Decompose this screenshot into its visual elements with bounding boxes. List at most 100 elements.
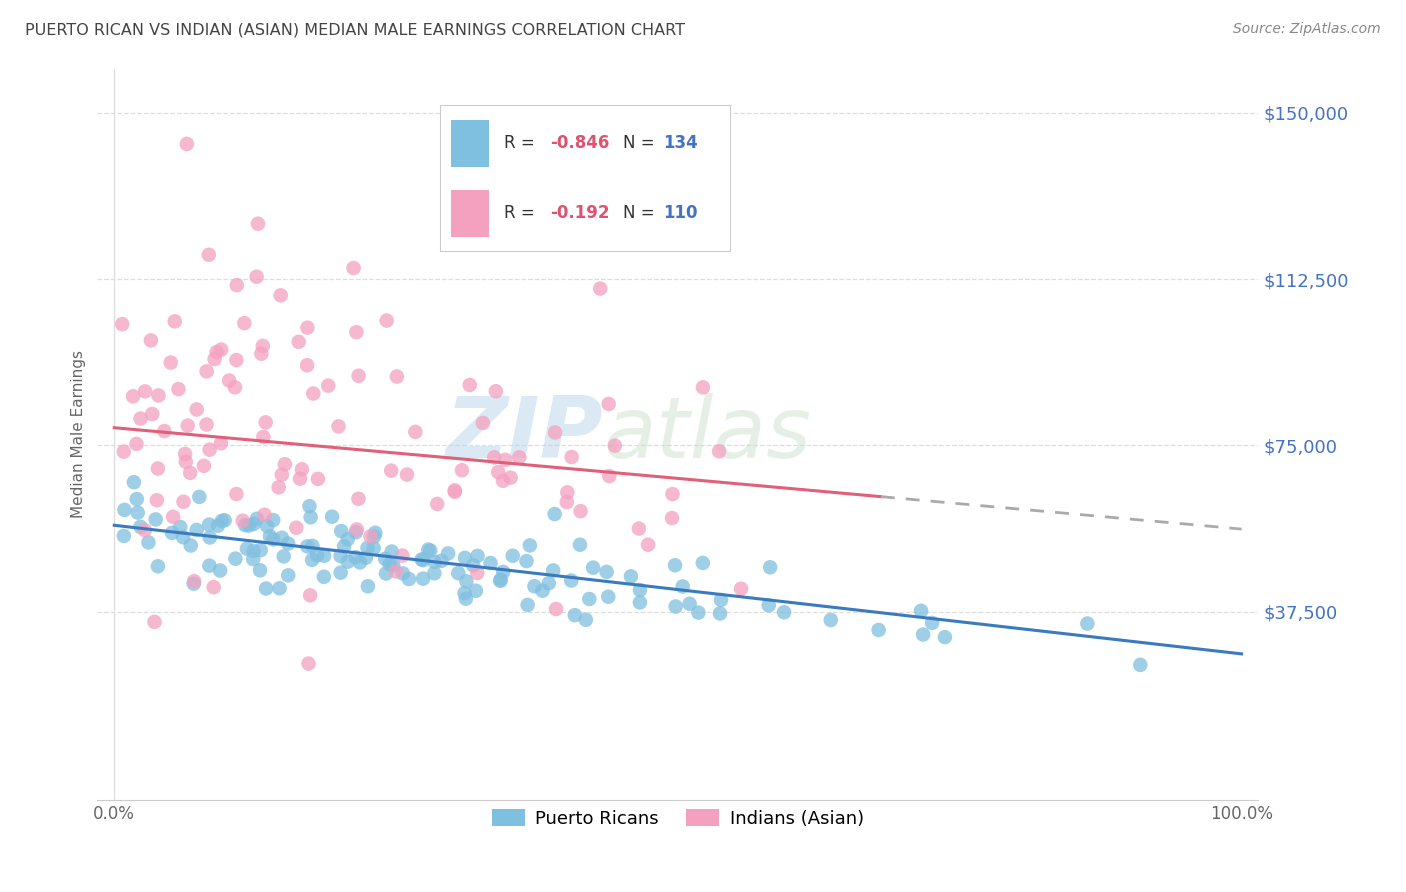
Point bbox=[321, 509, 343, 524]
Point bbox=[709, 607, 731, 621]
Point bbox=[934, 630, 956, 644]
Point bbox=[125, 437, 148, 451]
Point bbox=[277, 536, 299, 550]
Point bbox=[508, 450, 530, 465]
Point bbox=[122, 389, 145, 403]
Point bbox=[129, 520, 152, 534]
Y-axis label: Median Male Earnings: Median Male Earnings bbox=[72, 351, 86, 518]
Point bbox=[363, 529, 385, 543]
Point bbox=[176, 418, 198, 433]
Point bbox=[628, 595, 651, 609]
Point bbox=[620, 569, 643, 583]
Point bbox=[297, 540, 319, 554]
Point bbox=[575, 613, 598, 627]
Point bbox=[357, 579, 380, 593]
Point bbox=[253, 508, 276, 522]
Point bbox=[336, 555, 359, 569]
Point bbox=[139, 334, 162, 348]
Point bbox=[411, 552, 433, 566]
Point bbox=[1076, 616, 1098, 631]
Point bbox=[295, 358, 318, 372]
Point bbox=[464, 583, 486, 598]
Point bbox=[267, 480, 290, 494]
Point bbox=[233, 316, 256, 330]
Point bbox=[868, 623, 890, 637]
Point bbox=[375, 566, 398, 581]
Point bbox=[543, 507, 565, 521]
Point bbox=[398, 572, 420, 586]
Point bbox=[287, 334, 309, 349]
Point bbox=[356, 541, 378, 555]
Point bbox=[330, 524, 353, 538]
Point bbox=[207, 518, 229, 533]
Point bbox=[198, 558, 221, 573]
Point bbox=[598, 469, 620, 483]
Point bbox=[125, 492, 148, 507]
Point bbox=[167, 382, 190, 396]
Point bbox=[375, 313, 398, 327]
Point bbox=[336, 533, 359, 547]
Point bbox=[382, 558, 405, 573]
Point bbox=[582, 560, 605, 574]
Point bbox=[209, 564, 232, 578]
Point bbox=[328, 419, 350, 434]
Point bbox=[204, 352, 226, 367]
Point bbox=[344, 525, 367, 540]
Point bbox=[664, 558, 686, 573]
Point bbox=[384, 565, 406, 579]
Point bbox=[710, 593, 733, 607]
Point bbox=[297, 657, 319, 671]
Point bbox=[250, 347, 273, 361]
Point bbox=[134, 523, 156, 537]
Point bbox=[418, 542, 440, 557]
Point bbox=[146, 559, 169, 574]
Point bbox=[447, 566, 470, 581]
Point bbox=[232, 514, 254, 528]
Point bbox=[299, 510, 322, 524]
Point bbox=[672, 579, 695, 593]
Point bbox=[678, 597, 700, 611]
Point bbox=[773, 605, 796, 619]
Point bbox=[141, 407, 163, 421]
Point bbox=[486, 465, 509, 479]
Point bbox=[159, 355, 181, 369]
Point bbox=[544, 425, 567, 440]
Point bbox=[485, 384, 508, 399]
Point bbox=[174, 455, 197, 469]
Point bbox=[458, 378, 481, 392]
Point bbox=[238, 518, 260, 533]
Point bbox=[160, 525, 183, 540]
Point bbox=[249, 543, 271, 558]
Point bbox=[560, 574, 582, 588]
Point bbox=[329, 566, 352, 580]
Point bbox=[465, 566, 488, 580]
Point bbox=[209, 436, 232, 450]
Point bbox=[301, 539, 323, 553]
Point bbox=[299, 588, 322, 602]
Point bbox=[297, 320, 319, 334]
Point bbox=[209, 343, 232, 357]
Point bbox=[444, 484, 467, 499]
Point bbox=[537, 576, 560, 591]
Point bbox=[489, 574, 512, 588]
Point bbox=[437, 546, 460, 560]
Point bbox=[395, 467, 418, 482]
Point bbox=[603, 439, 626, 453]
Point bbox=[515, 554, 537, 568]
Point bbox=[568, 538, 591, 552]
Point bbox=[344, 550, 367, 565]
Point bbox=[692, 380, 714, 394]
Point bbox=[392, 566, 415, 581]
Point bbox=[463, 558, 485, 573]
Point bbox=[205, 345, 228, 359]
Point bbox=[661, 511, 683, 525]
Point bbox=[443, 483, 465, 498]
Point bbox=[277, 568, 299, 582]
Point bbox=[471, 416, 494, 430]
Point bbox=[454, 591, 477, 606]
Point bbox=[419, 543, 441, 558]
Point bbox=[169, 520, 191, 534]
Point bbox=[270, 288, 292, 302]
Point bbox=[202, 580, 225, 594]
Point bbox=[211, 514, 233, 528]
